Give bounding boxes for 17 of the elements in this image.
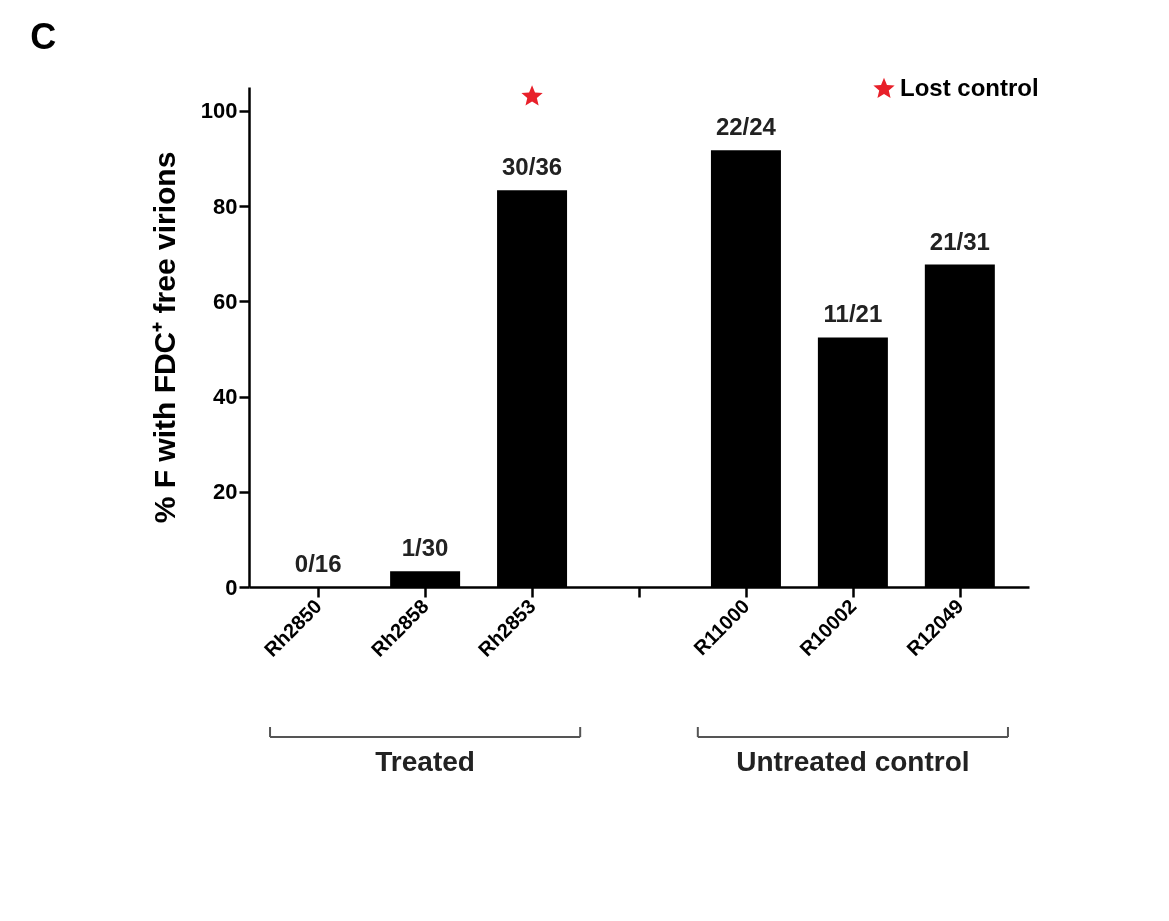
data-label: 0/16 bbox=[294, 550, 342, 577]
data-label: 30/36 bbox=[502, 153, 563, 181]
data-label: 1/30 bbox=[401, 534, 449, 562]
data-label: 22/24 bbox=[715, 113, 777, 141]
legend-label: Lost control bbox=[900, 74, 1039, 101]
text: Treated bbox=[375, 746, 475, 777]
y-tick-label: 20 bbox=[213, 479, 238, 505]
y-axis-title: % F with FDC⁺ free virions bbox=[147, 151, 181, 524]
chart-title: C bbox=[30, 16, 57, 57]
data-label: 11/21 bbox=[823, 300, 883, 328]
data-label: 21/31 bbox=[929, 227, 990, 255]
y-tick-label: 60 bbox=[213, 288, 238, 314]
text: Untreated control bbox=[736, 746, 970, 777]
y-tick-label: 80 bbox=[213, 193, 238, 219]
y-tick-label: 100 bbox=[200, 98, 238, 124]
y-tick-label: 0 bbox=[225, 574, 238, 600]
y-tick-label: 40 bbox=[213, 384, 238, 410]
